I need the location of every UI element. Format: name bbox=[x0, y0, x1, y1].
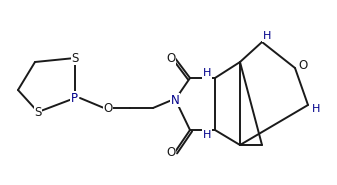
Text: H: H bbox=[203, 68, 211, 78]
Text: S: S bbox=[34, 105, 42, 119]
Text: O: O bbox=[103, 102, 113, 115]
Text: N: N bbox=[171, 93, 179, 107]
Text: P: P bbox=[70, 92, 78, 105]
Text: H: H bbox=[312, 104, 320, 114]
Text: O: O bbox=[298, 58, 308, 71]
Text: H: H bbox=[203, 130, 211, 140]
Text: O: O bbox=[166, 51, 176, 65]
Text: H: H bbox=[263, 31, 271, 41]
Text: S: S bbox=[71, 51, 79, 65]
Text: O: O bbox=[166, 145, 176, 159]
